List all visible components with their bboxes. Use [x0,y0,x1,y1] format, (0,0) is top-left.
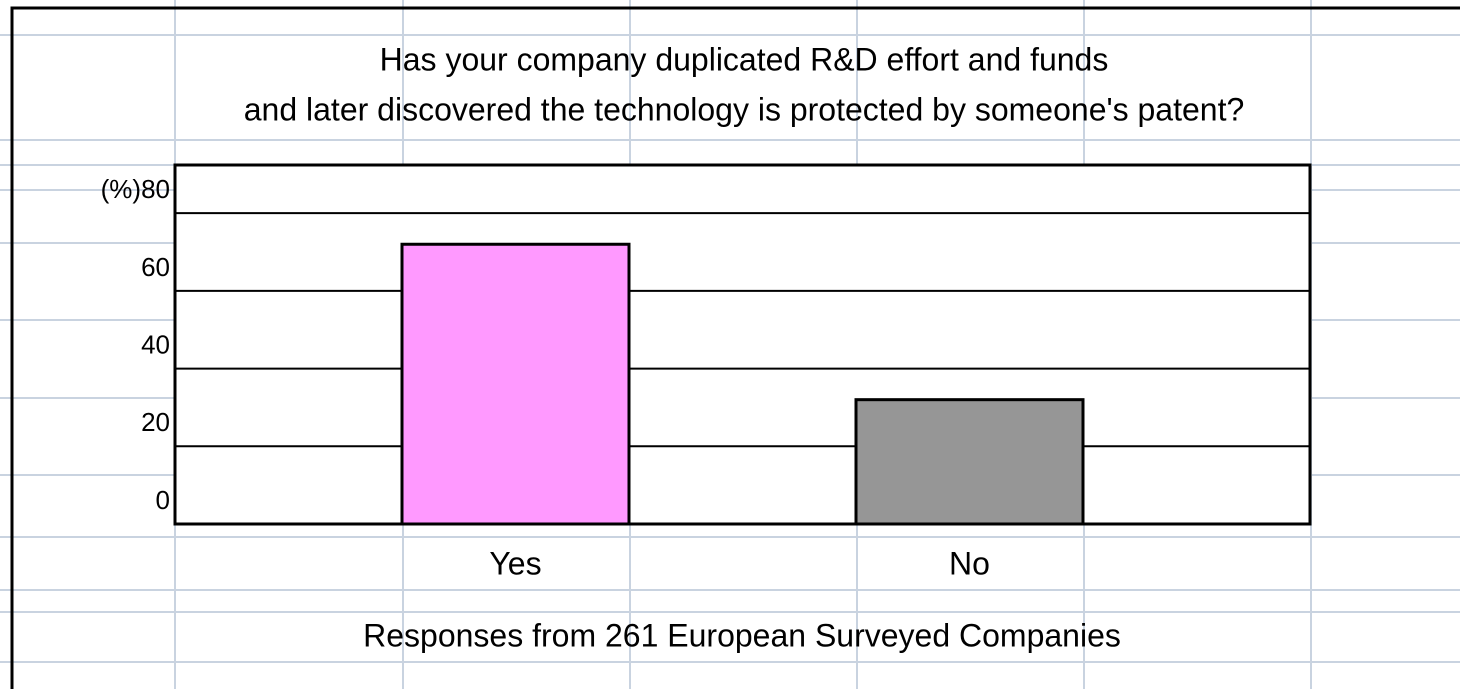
y-tick-label: 60 [141,252,170,282]
chart-title: Has your company duplicated R&D effort a… [380,41,1109,77]
x-axis-label: Responses from 261 European Surveyed Com… [363,617,1121,653]
bar [854,398,1085,526]
y-tick-label: 0 [156,485,170,515]
x-tick-label: No [949,545,990,581]
y-tick-label: 40 [141,329,170,359]
chart-border [10,6,1460,689]
bar [400,242,631,526]
plot-border [173,163,1312,526]
y-tick-label: (%)80 [101,174,170,204]
plot-area [175,165,1310,524]
x-tick-label: Yes [489,545,541,581]
chart-title: and later discovered the technology is p… [244,91,1245,127]
y-tick-label: 20 [141,407,170,437]
